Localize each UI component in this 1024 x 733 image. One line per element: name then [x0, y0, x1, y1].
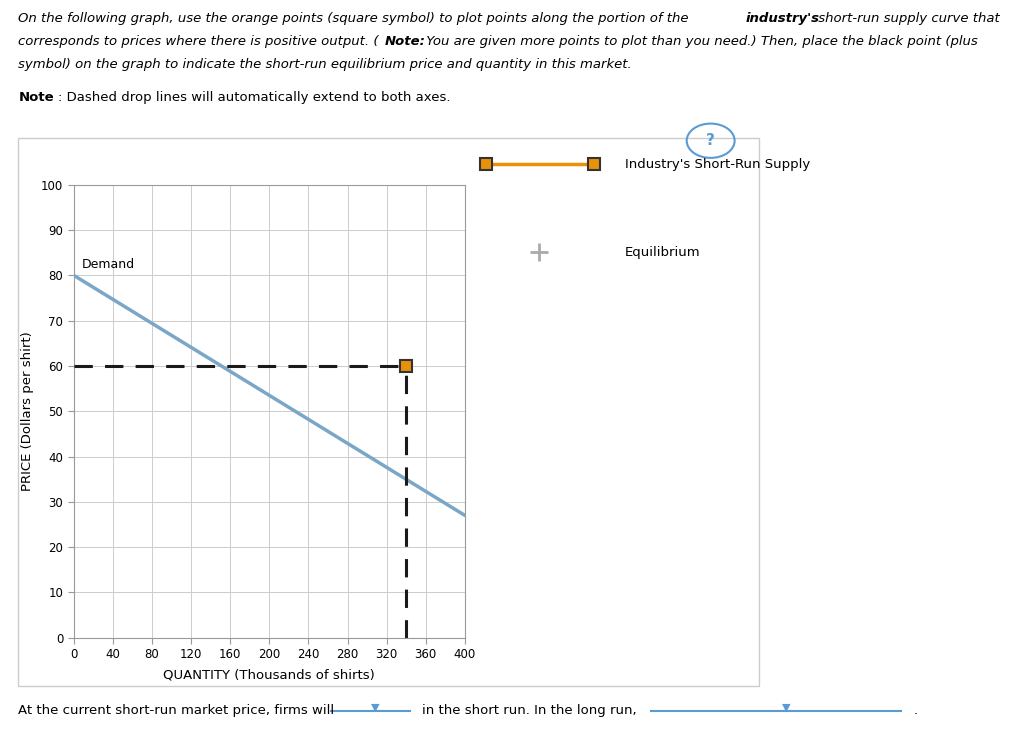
Text: ▼: ▼ — [371, 702, 380, 712]
Text: ?: ? — [707, 133, 715, 148]
Text: ▼: ▼ — [782, 702, 791, 712]
Text: On the following graph, use the orange points (square symbol) to plot points alo: On the following graph, use the orange p… — [18, 12, 693, 26]
X-axis label: QUANTITY (Thousands of shirts): QUANTITY (Thousands of shirts) — [164, 668, 375, 681]
Text: Note: Note — [18, 91, 54, 104]
Text: symbol) on the graph to indicate the short-run equilibrium price and quantity in: symbol) on the graph to indicate the sho… — [18, 58, 632, 71]
Text: short-run supply curve that: short-run supply curve that — [814, 12, 999, 26]
Text: At the current short-run market price, firms will: At the current short-run market price, f… — [18, 704, 335, 717]
Text: : Dashed drop lines will automatically extend to both axes.: : Dashed drop lines will automatically e… — [58, 91, 451, 104]
Text: Demand: Demand — [82, 258, 135, 270]
Y-axis label: PRICE (Dollars per shirt): PRICE (Dollars per shirt) — [22, 331, 34, 491]
Text: You are given more points to plot than you need.) Then, place the black point (p: You are given more points to plot than y… — [422, 35, 978, 48]
Text: corresponds to prices where there is positive output. (: corresponds to prices where there is pos… — [18, 35, 379, 48]
Text: Industry's Short-Run Supply: Industry's Short-Run Supply — [625, 158, 810, 171]
Text: Equilibrium: Equilibrium — [625, 246, 700, 259]
Text: .: . — [913, 704, 918, 717]
Text: in the short run. In the long run,: in the short run. In the long run, — [422, 704, 637, 717]
Text: industry's: industry's — [745, 12, 819, 26]
Text: Note:: Note: — [385, 35, 426, 48]
